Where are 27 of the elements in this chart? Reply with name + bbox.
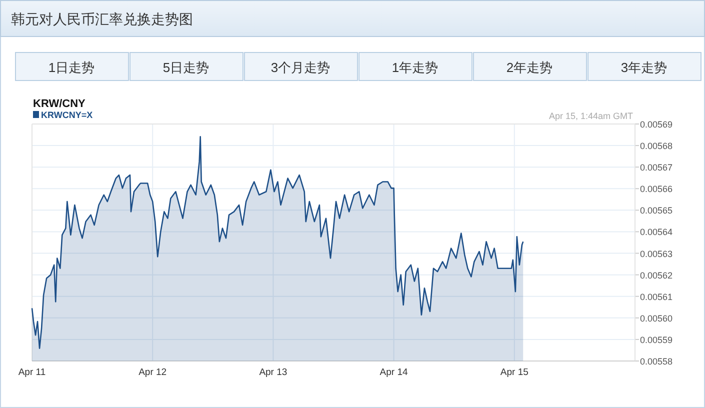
text: 1日走势 [48, 60, 95, 75]
text: 1年走势 [392, 60, 438, 75]
y-tick-label: 0.00567 [640, 162, 673, 173]
y-tick-label: 0.00562 [640, 270, 673, 280]
x-tick-label: Apr 15 [500, 367, 528, 378]
text: 3年走势 [620, 60, 668, 75]
x-tick-label: Apr 11 [18, 367, 46, 378]
text: 3个月走势 [270, 60, 330, 75]
x-tick-label: Apr 12 [138, 367, 167, 378]
y-tick-label: 0.00561 [640, 292, 673, 302]
y-tick-label: 0.00559 [640, 334, 673, 345]
x-tick-label: Apr 14 [380, 367, 408, 378]
y-tick-label: 0.00568 [640, 141, 673, 152]
chart-title: 韩元对人民币汇率兑换走势图 [11, 11, 193, 27]
y-tick-label: 0.00558 [640, 356, 673, 366]
text: 5日走势 [162, 60, 210, 75]
text: 2年走势 [506, 60, 553, 75]
y-tick-label: 0.00564 [640, 227, 673, 238]
chart-subtitle: KRW/CNY [33, 98, 86, 110]
x-tick-label: Apr 13 [259, 367, 288, 378]
y-tick-label: 0.00566 [640, 184, 673, 194]
text: Apr 15, 1:44am GMT [548, 111, 634, 121]
y-tick-label: 0.00569 [640, 120, 673, 130]
y-tick-label: 0.00563 [640, 248, 673, 259]
y-tick-label: 0.00560 [640, 313, 673, 324]
legend-label: KRWCNY=X [41, 110, 93, 120]
y-tick-label: 0.00565 [640, 206, 673, 216]
